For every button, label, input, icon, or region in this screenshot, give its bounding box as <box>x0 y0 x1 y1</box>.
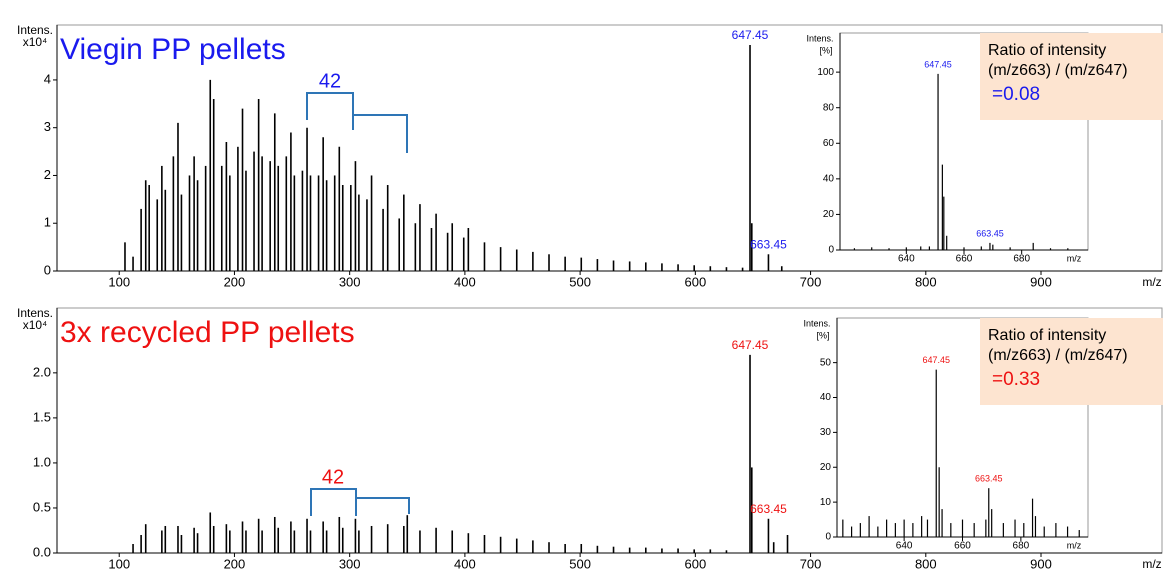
y-tick-label: 30 <box>820 427 832 438</box>
y-axis-label: Intens. <box>17 23 53 37</box>
x-tick-label: 300 <box>339 274 361 289</box>
x-tick-label: 660 <box>956 254 973 265</box>
y-tick-label: 60 <box>823 138 835 149</box>
x-tick-label: 400 <box>454 556 476 569</box>
x-axis-label: m/z <box>1067 253 1082 263</box>
y-axis-label: Intens. <box>803 318 830 328</box>
x-tick-label: 800 <box>915 556 937 569</box>
y-tick-label: 40 <box>820 392 832 403</box>
y-tick-label: 0 <box>825 532 831 543</box>
x-axis-label: m/z <box>1142 275 1161 289</box>
x-axis-label: m/z <box>1067 540 1082 550</box>
y-tick-label: 1.5 <box>33 409 51 424</box>
x-tick-label: 660 <box>954 541 971 552</box>
y-tick-label: 20 <box>820 462 832 473</box>
y-tick-label: 40 <box>823 173 835 184</box>
x-tick-label: 700 <box>800 556 822 569</box>
peak-label: 647.45 <box>732 338 769 352</box>
y-tick-label: 0.0 <box>33 544 51 559</box>
y-tick-label: 0 <box>828 245 834 256</box>
ratio-box <box>980 33 1163 120</box>
y-tick-label: 3 <box>44 119 51 134</box>
x-tick-label: 680 <box>1013 254 1030 265</box>
y-axis-label: Intens. <box>17 306 53 320</box>
y-tick-label: 10 <box>820 497 832 508</box>
x-axis-label: m/z <box>1142 557 1161 569</box>
panel-title: 3x recycled PP pellets <box>60 316 355 349</box>
bracket-label: 42 <box>319 70 341 92</box>
ratio-text: Ratio of intensity <box>988 327 1106 344</box>
y-axis-unit: [%] <box>816 330 829 340</box>
y-tick-label: 0.5 <box>33 499 51 514</box>
x-tick-label: 500 <box>569 274 591 289</box>
y-tick-label: 2 <box>44 167 51 182</box>
x-tick-label: 680 <box>1013 541 1030 552</box>
x-tick-label: 640 <box>896 541 913 552</box>
y-tick-label: 20 <box>823 209 835 220</box>
peak-label: 647.45 <box>732 28 769 42</box>
x-tick-label: 100 <box>108 274 130 289</box>
bracket <box>306 92 408 153</box>
x-tick-label: 800 <box>915 274 937 289</box>
ratio-text: (m/z663) / (m/z647) <box>988 62 1128 79</box>
y-tick-label: 100 <box>817 67 834 78</box>
ratio-value: =0.33 <box>992 369 1040 390</box>
y-tick-label: 80 <box>823 102 835 113</box>
peak-label: 647.45 <box>924 59 952 69</box>
bracket <box>310 488 410 516</box>
y-axis-unit: x10⁴ <box>23 35 48 49</box>
bracket-label: 42 <box>322 466 344 488</box>
y-axis-unit: [%] <box>819 45 832 55</box>
y-axis-label: Intens. <box>806 33 833 43</box>
y-tick-label: 4 <box>44 71 51 86</box>
peak-label: 663.45 <box>750 502 787 516</box>
x-tick-label: 700 <box>800 274 822 289</box>
y-axis-unit: x10⁴ <box>23 318 48 332</box>
y-tick-label: 1 <box>44 215 51 230</box>
y-tick-label: 1.0 <box>33 454 51 469</box>
x-tick-label: 900 <box>1030 556 1052 569</box>
peak-label: 647.45 <box>922 355 950 365</box>
ratio-text: Ratio of intensity <box>988 42 1106 59</box>
ratio-value: =0.08 <box>992 84 1040 105</box>
x-tick-label: 200 <box>224 274 246 289</box>
ratio-box <box>980 318 1163 405</box>
x-tick-label: 400 <box>454 274 476 289</box>
x-tick-label: 600 <box>684 274 706 289</box>
ratio-text: (m/z663) / (m/z647) <box>988 347 1128 364</box>
peak-label: 663.45 <box>750 237 787 251</box>
peak-label: 663.45 <box>976 228 1004 238</box>
y-tick-label: 0 <box>44 262 51 277</box>
peak-label: 663.45 <box>975 474 1003 484</box>
x-tick-label: 900 <box>1030 274 1052 289</box>
x-tick-label: 500 <box>569 556 591 569</box>
y-tick-label: 2.0 <box>33 364 51 379</box>
x-tick-label: 600 <box>684 556 706 569</box>
y-tick-label: 50 <box>820 357 832 368</box>
x-tick-label: 300 <box>339 556 361 569</box>
x-tick-label: 100 <box>108 556 130 569</box>
x-tick-label: 200 <box>224 556 246 569</box>
panel-title: Viegin PP pellets <box>60 33 286 66</box>
x-tick-label: 640 <box>898 254 915 265</box>
